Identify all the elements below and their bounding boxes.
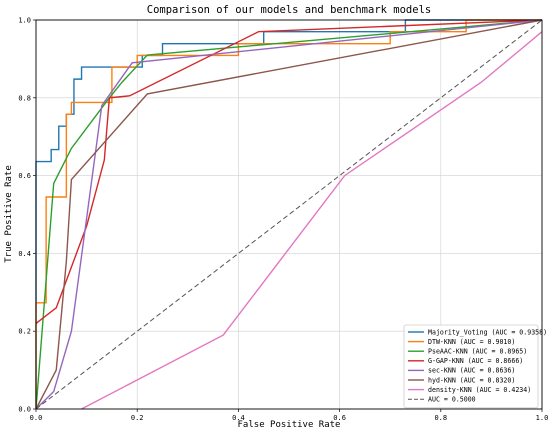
- legend-entry: AUC = 0.5000: [428, 396, 476, 404]
- axis-ticks: 0.0 0.2 0.4 0.6 0.8 1.0 0.0 0.2 0.4 0.6 0.8 1.0: [18, 17, 548, 423]
- legend-box: [403, 324, 539, 409]
- legend-entry: sec-KNN (AUC = 0.8636): [428, 367, 515, 375]
- legend-entry: Majority_Voting (AUC = 0.9358): [428, 328, 547, 336]
- y-tick-label: 0.0: [18, 406, 31, 414]
- x-tick-label: 0.8: [434, 414, 447, 422]
- legend-entry: density-KNN (AUC = 0.4234): [428, 386, 531, 394]
- plot-frame: [35, 19, 543, 410]
- legend-entry: PseAAC-KNN (AUC = 0.8965): [428, 348, 527, 356]
- legend-entry: hyd-KNN (AUC = 0.8320): [428, 376, 515, 384]
- x-tick-label: 0.4: [232, 414, 245, 422]
- y-tick-label: 0.6: [18, 172, 31, 180]
- series-lines: [35, 19, 543, 410]
- y-tick-label: 0.8: [18, 94, 31, 102]
- series-line-4: [35, 19, 543, 410]
- series-line-1: [35, 19, 542, 409]
- y-axis-label: True Positive Rate: [4, 165, 14, 263]
- series-line-0: [35, 19, 542, 409]
- y-tick-label: 1.0: [18, 17, 31, 25]
- legend-entry: G-GAP-KNN (AUC = 0.8666): [428, 357, 523, 365]
- x-tick-label: 1.0: [536, 414, 549, 422]
- x-tick-label: 0.2: [131, 414, 144, 422]
- series-line-3: [35, 19, 543, 324]
- series-line-6: [81, 31, 543, 410]
- series-line-7: [35, 19, 543, 410]
- y-tick-label: 0.4: [18, 250, 31, 258]
- x-tick-label: 0.0: [30, 414, 43, 422]
- legend: Majority_Voting (AUC = 0.9358) DTW-KNN (A…: [403, 324, 547, 409]
- legend-entry: DTW-KNN (AUC = 0.9010): [428, 338, 515, 346]
- y-tick-label: 0.2: [18, 328, 31, 336]
- chart-title: Comparison of our models and benchmark m…: [147, 4, 431, 16]
- x-tick-label: 0.6: [333, 414, 346, 422]
- series-line-5: [35, 19, 543, 410]
- x-axis-label: False Positive Rate: [238, 420, 341, 430]
